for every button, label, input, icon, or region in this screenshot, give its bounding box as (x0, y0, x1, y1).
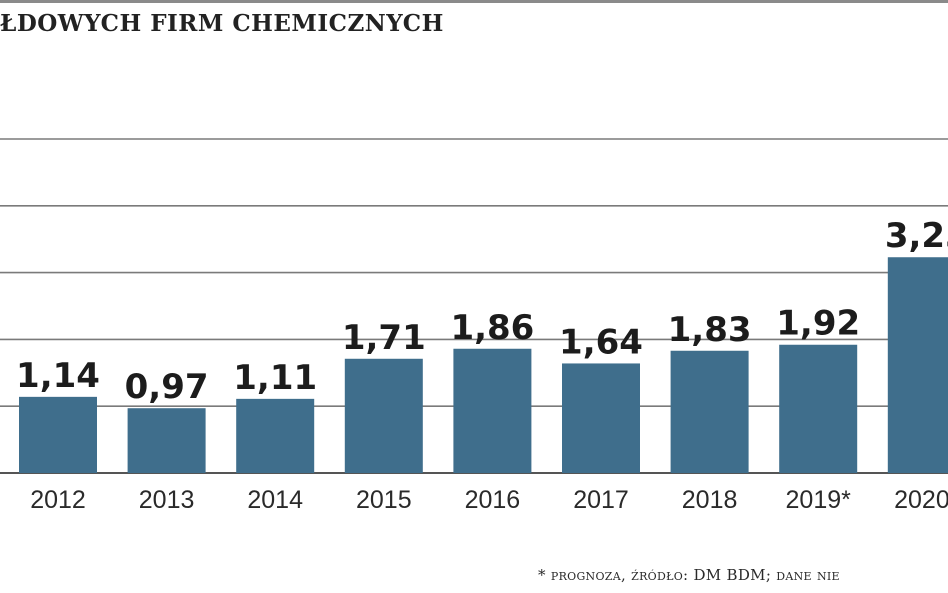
chart-title: ŁDOWYCH FIRM CHEMICZNYCH (0, 10, 444, 37)
bar-2019 (779, 344, 858, 473)
value-label: 1,92 (776, 304, 860, 344)
x-tick-label: 2019* (786, 486, 852, 514)
value-label: 1,71 (342, 318, 426, 358)
bars (19, 257, 948, 473)
value-label: 3,23 (885, 216, 948, 256)
footnote: * prognoza, źródło: DM BDM; dane nie (538, 566, 840, 584)
bar-2014 (236, 398, 315, 473)
x-tick-label: 2015 (356, 486, 412, 514)
value-label: 1,86 (450, 308, 534, 348)
x-tick-label: 2013 (139, 486, 195, 514)
value-labels: 1,14 0,97 1,11 1,71 1,86 1,64 1,83 1,92 3,23 (16, 216, 948, 407)
bar-2018 (670, 350, 749, 473)
bar-2013 (127, 408, 206, 473)
x-tick-label: 2020* (894, 486, 948, 514)
x-tick-labels: 2012 2013 2014 2015 2016 2017 2018 2019* 2020* (30, 486, 948, 514)
value-label: 1,83 (668, 310, 752, 350)
value-label: 1,11 (233, 358, 317, 398)
bar-2020 (887, 257, 948, 473)
x-tick-label: 2016 (465, 486, 521, 514)
value-label: 1,14 (16, 356, 100, 396)
bar-2016 (453, 348, 532, 473)
value-label: 1,64 (559, 322, 643, 362)
x-tick-label: 2018 (682, 486, 738, 514)
bar-2015 (344, 358, 423, 473)
x-tick-label: 2012 (30, 486, 86, 514)
value-label: 0,97 (125, 367, 209, 407)
x-tick-label: 2017 (573, 486, 629, 514)
bar-2012 (19, 396, 97, 473)
top-rule (0, 0, 948, 3)
bar-2017 (562, 363, 640, 473)
x-tick-label: 2014 (247, 486, 303, 514)
